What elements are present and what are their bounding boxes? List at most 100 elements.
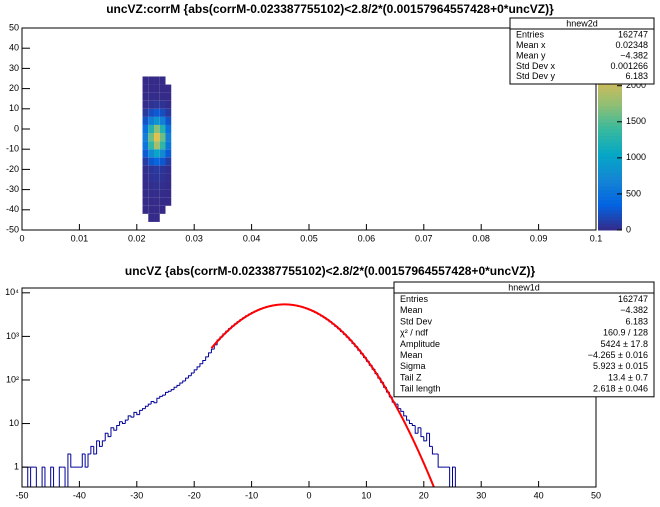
heatmap-cell bbox=[159, 116, 166, 125]
histogram-bin bbox=[182, 380, 186, 384]
heatmap-cell bbox=[165, 92, 172, 101]
heatmap-cell bbox=[148, 108, 155, 117]
histogram-bin bbox=[136, 412, 140, 416]
y-tick-label: 20 bbox=[9, 83, 19, 93]
heatmap-cell bbox=[154, 149, 160, 158]
x-tick-label: 30 bbox=[476, 490, 486, 500]
stats-label: Tail Z bbox=[400, 372, 422, 382]
palette-strip bbox=[598, 88, 622, 93]
histogram-bin bbox=[420, 427, 424, 438]
heatmap-cell bbox=[154, 213, 160, 222]
palette-strip bbox=[598, 105, 622, 110]
palette-strip bbox=[598, 125, 622, 130]
histogram-bin bbox=[187, 375, 192, 379]
heatmap-cell bbox=[165, 157, 172, 166]
stats-value: 5.923 ± 0.015 bbox=[593, 361, 648, 371]
palette-strip bbox=[598, 155, 622, 160]
y-tick-label: 10³ bbox=[6, 331, 19, 341]
histogram-bin bbox=[423, 436, 427, 442]
heatmap-cell bbox=[142, 181, 149, 190]
heatmap-cell bbox=[154, 124, 160, 134]
heatmap-cell bbox=[165, 133, 172, 142]
y-tick-label: 10² bbox=[6, 374, 19, 384]
heatmap-cell bbox=[142, 165, 149, 174]
y-tick-label: 10 bbox=[9, 103, 19, 113]
heatmap-cell bbox=[159, 92, 166, 101]
histogram-bin bbox=[116, 425, 120, 431]
heatmap-cell bbox=[159, 100, 166, 109]
stats-value: 6.183 bbox=[625, 316, 648, 326]
histogram-bin bbox=[41, 466, 45, 487]
stats-value: 0.02348 bbox=[615, 40, 648, 50]
heatmap-cell bbox=[148, 116, 155, 125]
histogram-bin bbox=[93, 446, 97, 455]
palette-strip bbox=[598, 145, 622, 150]
heatmap-cell bbox=[148, 76, 155, 85]
histogram-bin bbox=[133, 411, 137, 418]
stats-value: 5424 ± 17.8 bbox=[601, 339, 648, 349]
heatmap-cell bbox=[148, 133, 155, 142]
histogram-bin bbox=[70, 454, 74, 468]
heatmap-cell bbox=[165, 100, 172, 109]
histogram-bin bbox=[193, 369, 198, 373]
heatmap-cell bbox=[142, 189, 149, 198]
heatmap-cell bbox=[148, 84, 155, 93]
palette-strip bbox=[598, 149, 622, 154]
stats-value: 160.9 / 128 bbox=[603, 328, 648, 338]
heatmap-cell bbox=[154, 181, 160, 190]
palette-strip bbox=[598, 219, 622, 224]
histogram-bin bbox=[199, 363, 203, 367]
x-tick-label: 0 bbox=[306, 490, 311, 500]
palette-strip bbox=[598, 132, 622, 137]
histogram-bin bbox=[142, 408, 146, 411]
histogram-bin bbox=[205, 356, 209, 361]
heatmap-cell bbox=[165, 181, 172, 190]
heatmap-cell bbox=[165, 124, 172, 134]
histogram-bin bbox=[173, 386, 177, 390]
heatmap-cell bbox=[142, 92, 149, 101]
palette-strip bbox=[598, 189, 622, 194]
y-tick-label: 40 bbox=[9, 43, 19, 53]
palette-strip bbox=[598, 226, 622, 231]
heatmap-cell bbox=[165, 173, 172, 182]
histogram-bin bbox=[431, 446, 436, 455]
palette-strip bbox=[598, 166, 622, 170]
y-tick-label: 50 bbox=[9, 22, 19, 32]
stats-value: −4.265 ± 0.016 bbox=[588, 350, 648, 360]
palette-strip bbox=[598, 91, 622, 96]
histogram-bin bbox=[429, 433, 433, 447]
histogram-bin bbox=[202, 359, 206, 364]
heatmap-cell bbox=[165, 149, 172, 158]
heatmap-cell bbox=[159, 173, 166, 182]
heatmap-cell bbox=[142, 197, 149, 206]
histogram-bin bbox=[167, 390, 172, 393]
palette-strip bbox=[598, 152, 622, 157]
y-tick-label: 10⁴ bbox=[5, 287, 19, 297]
palette-strip bbox=[598, 159, 622, 164]
stats-value: −4.382 bbox=[620, 50, 648, 60]
heatmap-cell bbox=[142, 173, 149, 182]
palette-strip bbox=[598, 135, 622, 140]
heatmap-cell bbox=[142, 124, 149, 134]
heatmap-cell bbox=[142, 205, 149, 214]
heatmap-cell bbox=[148, 141, 155, 150]
histogram-bin bbox=[179, 382, 183, 386]
histogram-bin bbox=[156, 397, 160, 403]
heatmap-cell bbox=[142, 133, 149, 142]
y-tick-label: -30 bbox=[6, 184, 19, 194]
stats-label: Mean bbox=[400, 350, 423, 360]
y-tick-label: -20 bbox=[6, 164, 19, 174]
histogram-bin bbox=[437, 454, 442, 468]
fit-curve bbox=[210, 303, 435, 487]
heatmap-cell bbox=[159, 157, 166, 166]
stats-label: Std Dev x bbox=[516, 61, 556, 71]
histogram-bin bbox=[153, 401, 157, 404]
heatmap-cell bbox=[159, 181, 166, 190]
histogram-bin bbox=[408, 420, 413, 425]
histogram-bin bbox=[208, 352, 212, 357]
histogram-bin bbox=[150, 401, 155, 405]
histogram-bin bbox=[165, 391, 169, 396]
heatmap-cell bbox=[142, 76, 149, 85]
histogram-bin bbox=[101, 440, 106, 447]
chart-title: uncVZ:corrM {abs(corrM-0.023387755102)<2… bbox=[106, 2, 554, 16]
